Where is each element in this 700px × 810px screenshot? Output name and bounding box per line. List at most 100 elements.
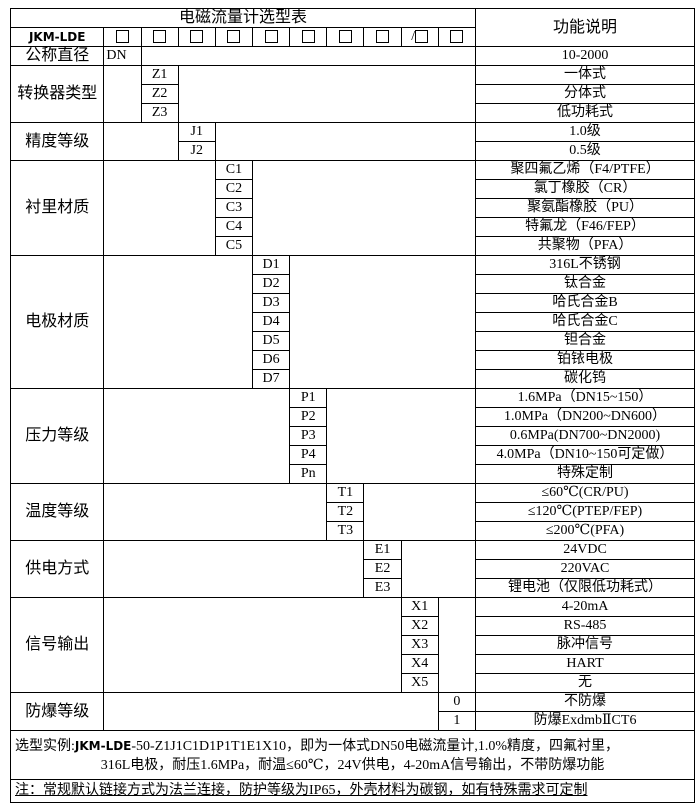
- option-code: D2: [252, 274, 291, 294]
- blank-cell: [326, 388, 477, 484]
- empty-box-icon: [264, 30, 278, 44]
- option-row: P4 4.0MPa（DN10~150可定做）: [11, 445, 695, 465]
- option-row: C5 共聚物（PFA）: [11, 236, 695, 256]
- option-description: 1.6MPa（DN15~150）: [475, 388, 695, 408]
- code-placeholder-cell: [326, 27, 365, 47]
- option-code: D7: [252, 369, 291, 389]
- option-code: E3: [363, 578, 402, 598]
- blank-cell: [437, 597, 477, 693]
- function-header: 功能说明: [475, 8, 695, 47]
- option-description: 1.0级: [475, 122, 695, 142]
- option-description: 一体式: [475, 65, 695, 85]
- option-description: 特殊定制: [475, 464, 695, 484]
- option-row: E2 220VAC: [11, 559, 695, 579]
- option-description: 0.5级: [475, 141, 695, 161]
- option-code: X4: [400, 654, 439, 674]
- option-code: 0: [437, 692, 477, 712]
- model-prefix: JKM-LDE: [9, 27, 105, 47]
- option-code: T2: [326, 502, 365, 522]
- footer-note: 注：常规默认链接方式为法兰连接，防护等级为IP65，外壳材料为碳钢，如有特殊需求…: [11, 779, 694, 802]
- title-row: 电磁流量计选型表 功能说明: [9, 8, 695, 47]
- option-code: E1: [363, 540, 402, 560]
- option-description: 钛合金: [475, 274, 695, 294]
- blank-cell: [103, 483, 328, 541]
- option-code: T1: [326, 483, 365, 503]
- blank-cell: [177, 65, 477, 123]
- option-description: 锂电池（仅限低功耗式）: [475, 578, 695, 598]
- option-description: 氯丁橡胶（CR）: [475, 179, 695, 199]
- option-description: 聚氨酯橡胶（PU）: [475, 198, 695, 218]
- code-placeholder-cell: [252, 27, 291, 47]
- option-code: P2: [289, 407, 328, 427]
- category-label: 温度等级: [9, 483, 105, 541]
- example-rest: -50-Z1J1C1D1P1T1E1X10，即为一体式DN50电磁流量计,1.0…: [131, 739, 620, 754]
- blank-cell: [103, 65, 142, 123]
- footer: 选型实例:JKM-LDE-50-Z1J1C1D1P1T1E1X10，即为一体式D…: [10, 731, 695, 803]
- option-row: 衬里材质 C1 聚四氟乙烯（F4/PTFE）: [9, 160, 695, 256]
- option-code: Z1: [140, 65, 179, 85]
- option-code: D1: [252, 255, 291, 275]
- blank-cell: [214, 122, 477, 161]
- option-description: ≤120℃(PTEP/FEP): [475, 502, 695, 522]
- empty-box-icon: [115, 30, 129, 44]
- blank-cell: [103, 388, 291, 484]
- slash: /: [411, 29, 416, 44]
- option-row: C3 聚氨酯橡胶（PU）: [11, 198, 695, 218]
- blank-cell: [252, 160, 477, 256]
- example-prefix: JKM-LDE: [74, 739, 132, 753]
- diameter-row: 公称直径 DN 10-2000: [9, 46, 695, 66]
- option-description: HART: [475, 654, 695, 674]
- option-description: 不防爆: [475, 692, 695, 712]
- empty-box-icon: [190, 30, 204, 44]
- option-description: 铂铱电极: [475, 350, 695, 370]
- empty-box-icon: [153, 30, 167, 44]
- option-code: P3: [289, 426, 328, 446]
- category-label: 防爆等级: [9, 692, 105, 731]
- blank-cell: [140, 46, 477, 66]
- option-description: 哈氏合金C: [475, 312, 695, 332]
- option-description: 共聚物（PFA）: [475, 236, 695, 256]
- option-description: ≤60℃(CR/PU): [475, 483, 695, 503]
- option-code: J2: [177, 141, 216, 161]
- blank-cell: [103, 255, 254, 389]
- option-code: X3: [400, 635, 439, 655]
- option-code: C4: [214, 217, 254, 237]
- empty-box-icon: [376, 30, 390, 44]
- empty-box-icon: [338, 30, 352, 44]
- code-placeholder-cell: [437, 27, 477, 47]
- option-row: 电极材质 D1 316L不锈钢: [9, 255, 695, 389]
- example-label: 选型实例:: [15, 739, 75, 754]
- option-code: X5: [400, 673, 439, 693]
- table-title: 电磁流量计选型表: [9, 8, 477, 28]
- option-code: D5: [252, 331, 291, 351]
- code-placeholder-cell: [363, 27, 402, 47]
- option-description: 4-20mA: [475, 597, 695, 617]
- code-placeholder-cell: /: [400, 27, 439, 47]
- option-code: X2: [400, 616, 439, 636]
- option-description: 316L不锈钢: [475, 255, 695, 275]
- option-description: 220VAC: [475, 559, 695, 579]
- blank-cell: [103, 597, 402, 693]
- blank-cell: [103, 122, 179, 161]
- option-description: 4.0MPa（DN10~150可定做）: [475, 445, 695, 465]
- category-label: 供电方式: [9, 540, 105, 598]
- blank-cell: [289, 255, 477, 389]
- option-row: 转换器类型 Z1 一体式: [9, 65, 695, 123]
- example-line-2: 316L电极，耐压1.6MPa，耐温≤60℃，24V供电，4-20mA信号输出，…: [100, 758, 605, 773]
- option-code: D6: [252, 350, 291, 370]
- option-row: 温度等级 T1 ≤60℃(CR/PU): [9, 483, 695, 541]
- code-placeholder-cell: [177, 27, 216, 47]
- category-label: 精度等级: [9, 122, 105, 161]
- option-code: C1: [214, 160, 254, 180]
- blank-cell: [363, 483, 477, 541]
- code-placeholder-cell: [140, 27, 179, 47]
- option-row: T3 ≤200℃(PFA): [11, 521, 695, 541]
- option-code: E2: [363, 559, 402, 579]
- diameter-code: DN: [103, 46, 142, 66]
- code-placeholder-cell: [214, 27, 254, 47]
- option-row: X3 脉冲信号: [11, 635, 695, 655]
- option-code: Z3: [140, 103, 179, 123]
- blank-cell: [103, 692, 439, 731]
- option-row: Pn 特殊定制: [11, 464, 695, 484]
- option-description: 0.6MPa(DN700~DN2000): [475, 426, 695, 446]
